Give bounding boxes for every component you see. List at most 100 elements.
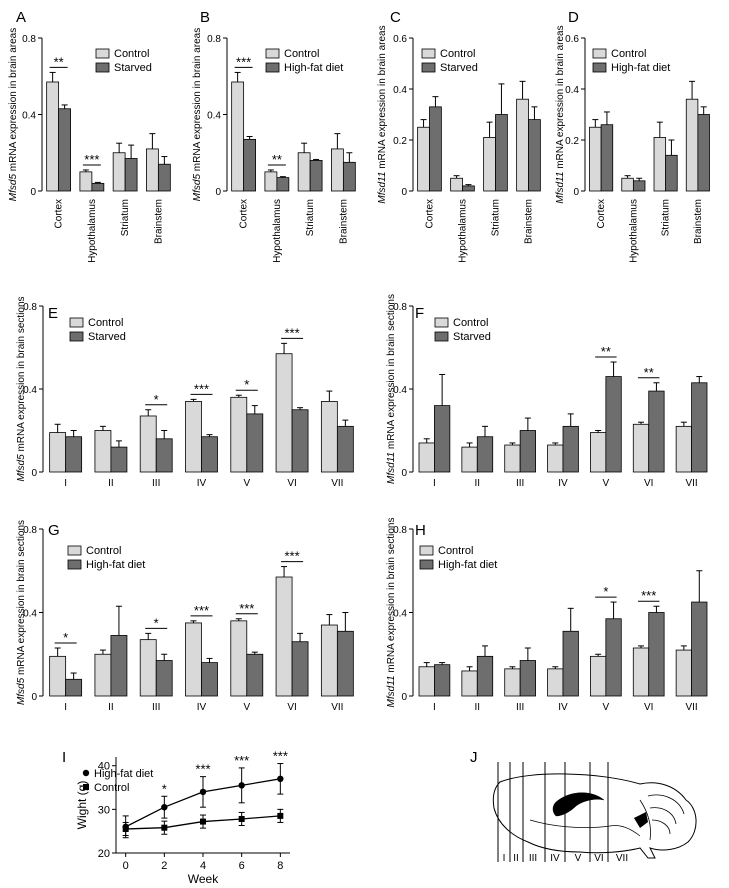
legend-swatch	[69, 317, 84, 328]
category-label: VII	[331, 702, 343, 713]
y-tick-label: 0.4	[393, 385, 407, 396]
bar	[519, 660, 536, 697]
bar	[648, 612, 665, 697]
y-axis-label-rest: mRNA expression in brain areas	[555, 25, 566, 171]
y-tick-label: 0	[31, 692, 37, 703]
bar	[621, 177, 634, 192]
legend-swatch	[67, 559, 82, 570]
significance-label: ***	[284, 549, 299, 564]
y-tick-label: 0.4	[22, 111, 36, 122]
panel-letter-j: J	[470, 749, 478, 766]
y-axis-label: Mfsd11 mRNA expression in brain sections	[386, 294, 397, 484]
y-axis-label-gene: Mfsd11	[377, 172, 388, 204]
legend-swatch	[265, 48, 280, 59]
significance-label: ***	[641, 588, 656, 603]
bar	[675, 649, 692, 697]
bar	[691, 601, 708, 697]
category-label: IV	[197, 702, 207, 713]
bar	[665, 154, 678, 192]
y-axis-label: Mfsd5 mRNA expression in brain sections	[16, 520, 27, 705]
bar	[605, 618, 622, 697]
category-label: III	[152, 478, 160, 489]
y-tick-label: 0.8	[23, 525, 37, 536]
category-label: VII	[685, 702, 697, 713]
legend-label: Control	[453, 317, 488, 329]
category-label: III	[516, 478, 524, 489]
panel-letter: C	[390, 9, 401, 26]
y-axis-label: Wight (g)	[75, 781, 89, 830]
x-tick-label: 6	[239, 860, 245, 872]
bar	[605, 376, 622, 473]
bar	[600, 124, 614, 192]
panel-letter: G	[48, 522, 60, 539]
y-tick-label: 0.4	[393, 85, 407, 96]
significance-label: **	[272, 152, 282, 167]
category-label: IV	[558, 478, 568, 489]
bar	[246, 653, 264, 697]
legend-label: Control	[611, 48, 646, 60]
bar	[201, 436, 218, 473]
y-axis-label: Mfsd5 mRNA expression in brain sections	[16, 296, 27, 481]
significance-label: *	[162, 781, 167, 796]
bar	[155, 660, 173, 697]
legend-label: High-fat diet	[284, 62, 343, 74]
bar	[46, 81, 60, 192]
bar	[516, 98, 529, 192]
bar	[309, 159, 323, 192]
y-axis-label-gene: Mfsd5	[16, 677, 27, 705]
category-label: V	[243, 702, 250, 713]
panel-b: B 0 0.4 0.8 Mfsd5 mRNA expression in brain a…	[192, 9, 356, 263]
legend-swatch	[69, 331, 84, 342]
y-tick-label: 0.4	[207, 111, 221, 122]
bar	[589, 126, 602, 192]
category-label: Striatum	[661, 199, 672, 236]
bar	[231, 81, 245, 192]
category-label: I	[433, 478, 436, 489]
category-label: VI	[644, 478, 653, 489]
legend-label: Starved	[114, 62, 152, 74]
y-axis-label-gene: Mfsd5	[8, 174, 19, 202]
panel-letter: I	[62, 749, 66, 766]
bar	[519, 430, 536, 473]
bar	[139, 639, 157, 697]
bar	[336, 425, 354, 473]
section-label: I	[503, 853, 506, 864]
y-axis-label-rest: mRNA expression in brain areas	[192, 28, 203, 174]
legend-swatch	[421, 48, 436, 59]
legend-label: Control	[438, 545, 473, 557]
panel-letter: D	[568, 9, 579, 26]
legend-label: Starved	[453, 331, 491, 343]
bar	[275, 576, 293, 697]
section-label: VI	[594, 853, 603, 864]
y-tick-label: 30	[98, 804, 110, 816]
y-axis-label: Mfsd5 mRNA expression in brain areas	[192, 28, 203, 201]
bar	[49, 655, 67, 697]
significance-label: ***	[239, 601, 254, 616]
bar	[632, 423, 650, 473]
category-label: Brainstem	[338, 199, 349, 244]
x-tick-label: 2	[161, 860, 167, 872]
bar	[461, 446, 478, 473]
legend-swatch	[421, 62, 436, 73]
category-label: I	[433, 702, 436, 713]
significance-label: *	[603, 584, 608, 599]
legend-label: High-fat diet	[438, 559, 497, 571]
y-axis-label-gene: Mfsd11	[555, 172, 566, 204]
bar	[528, 119, 541, 192]
bar	[243, 138, 256, 192]
bar	[94, 653, 112, 697]
y-tick-label: 0.4	[565, 85, 579, 96]
category-label: Brainstem	[153, 199, 164, 244]
y-tick-label: 0.4	[393, 609, 407, 620]
y-tick-label: 0.4	[23, 609, 37, 620]
category-label: II	[108, 702, 114, 713]
y-axis-label-gene: Mfsd5	[192, 174, 203, 202]
legend-swatch	[265, 62, 280, 73]
category-label: II	[475, 702, 481, 713]
bar	[562, 425, 579, 473]
category-label: Hypothalamus	[87, 199, 98, 263]
bar	[434, 405, 451, 473]
